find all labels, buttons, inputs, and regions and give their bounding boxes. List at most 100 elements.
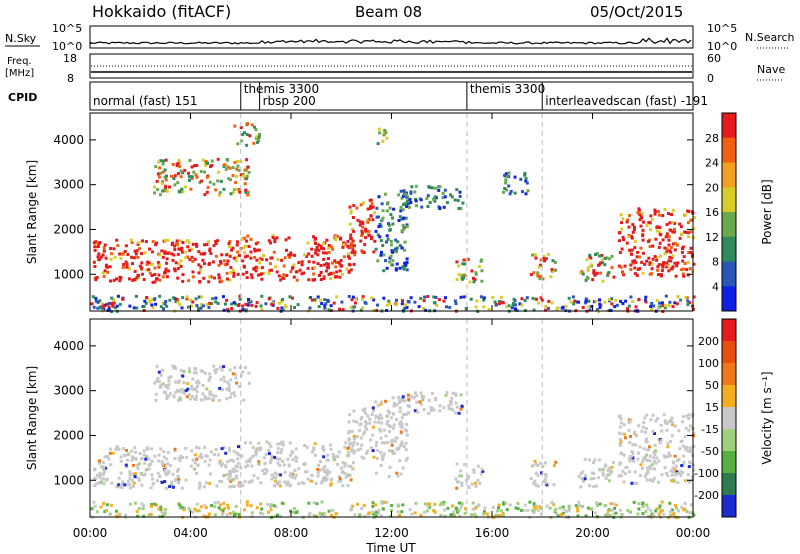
scatter-cell [364,420,367,424]
scatter-cell [618,425,622,429]
colorbar-segment [722,319,736,342]
scatter-cell [280,306,284,310]
scatter-cell [312,514,316,518]
scatter-cell [355,420,359,424]
scatter-cell [149,486,153,490]
cpid-label: CPID [8,91,37,104]
scatter-cell [365,422,368,426]
scatter-cell [191,300,195,304]
scatter-cell [184,250,188,254]
scatter-cell [128,470,132,474]
scatter-cell [589,256,593,260]
scatter-cell [239,126,243,129]
scatter-cell [453,514,456,518]
scatter-cell [144,457,148,461]
scatter-cell [447,407,451,411]
scatter-cell [145,455,149,459]
scatter-cell [501,502,505,506]
scatter-cell [443,195,447,199]
scatter-cell [658,301,662,305]
scatter-cell [132,481,136,485]
scatter-cell [227,177,231,180]
scatter-cell [184,447,188,450]
scatter-cell [320,302,324,305]
scatter-cell [232,274,236,278]
scatter-cell [201,392,205,396]
scatter-cell [278,457,282,461]
scatter-cell [135,249,139,253]
scatter-cell [264,452,268,456]
scatter-cell [284,238,288,242]
scatter-cell [493,300,497,304]
scatter-cell [352,244,356,248]
scatter-cell [385,266,389,270]
scatter-cell [598,298,601,302]
scatter-cell [347,420,351,424]
scatter-cell [628,459,632,463]
scatter-cell [119,485,123,488]
scatter-cell [389,254,393,258]
scatter-cell [102,274,106,278]
scatter-cell [262,254,265,257]
scatter-cell [279,451,283,455]
scatter-cell [442,514,446,518]
scatter-cell [674,274,678,278]
scatter-cell [589,477,593,481]
scatter-cell [170,252,174,256]
scatter-cell [253,267,257,271]
scatter-cell [104,256,108,260]
scatter-cell [376,233,380,237]
scatter-cell [679,298,683,302]
scatter-cell [270,477,274,481]
scatter-cell [207,240,211,244]
scatter-cell [452,510,456,514]
scatter-cell [116,446,120,450]
scatter-cell [374,471,378,475]
scatter-cell [652,456,656,460]
scatter-cell [232,449,236,453]
scatter-cell [360,415,364,419]
scatter-cell [392,412,395,416]
scatter-cell [404,412,408,416]
scatter-cell [680,505,684,509]
noise-left-label: N.Sky [5,32,37,45]
scatter-cell [539,258,543,262]
scatter-cell [272,250,276,254]
scatter-cell [464,307,468,311]
scatter-cell [138,452,142,455]
scatter-cell [661,304,665,308]
scatter-cell [176,300,180,304]
scatter-cell [234,464,238,468]
scatter-cell [369,438,372,442]
scatter-cell [178,457,182,461]
scatter-cell [216,453,220,457]
scatter-cell [293,476,297,480]
scatter-cell [524,192,528,196]
scatter-cell [595,252,599,256]
scatter-cell [102,304,106,308]
scatter-cell [657,480,661,484]
scatter-cell [567,508,571,512]
scatter-cell [668,300,672,304]
scatter-cell [644,472,648,476]
scatter-cell [204,397,208,400]
scatter-cell [212,364,216,368]
scatter-cell [149,512,153,516]
scatter-cell [197,295,201,299]
scatter-cell [93,265,97,268]
scatter-cell [315,502,319,506]
scatter-cell [331,271,335,275]
scatter-cell [592,271,596,275]
scatter-cell [639,463,643,467]
scatter-cell [344,475,348,479]
scatter-cell [647,514,651,518]
scatter-cell [225,277,229,281]
scatter-cell [319,278,323,281]
scatter-cell [382,269,386,273]
scatter-cell [349,243,353,247]
scatter-cell [105,503,109,507]
scatter-cell [337,450,341,454]
scatter-cell [404,441,408,445]
scatter-cell [553,509,557,512]
scatter-cell [358,512,362,516]
